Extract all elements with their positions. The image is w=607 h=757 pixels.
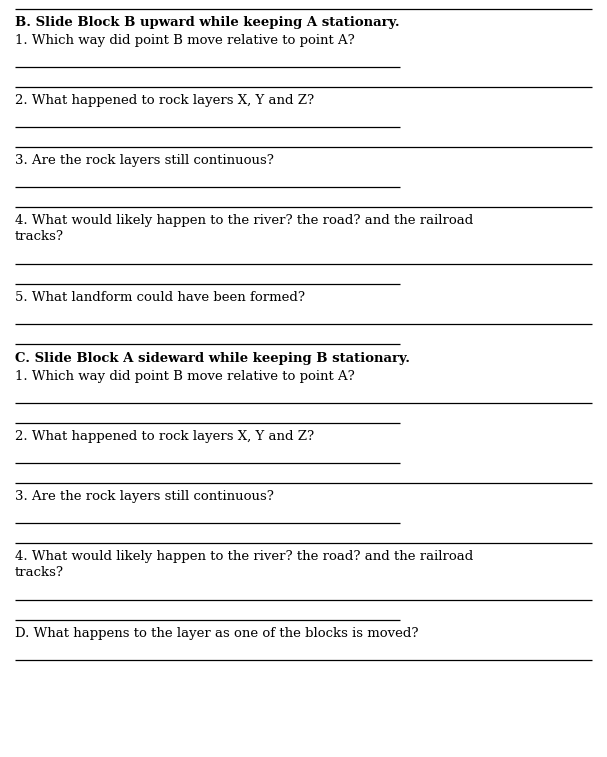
Text: tracks?: tracks? xyxy=(15,230,64,243)
Text: 2. What happened to rock layers X, Y and Z?: 2. What happened to rock layers X, Y and… xyxy=(15,430,314,443)
Text: 3. Are the rock layers still continuous?: 3. Are the rock layers still continuous? xyxy=(15,490,274,503)
Text: 5. What landform could have been formed?: 5. What landform could have been formed? xyxy=(15,291,305,304)
Text: 1. Which way did point B move relative to point A?: 1. Which way did point B move relative t… xyxy=(15,34,354,47)
Text: 3. Are the rock layers still continuous?: 3. Are the rock layers still continuous? xyxy=(15,154,274,167)
Text: 4. What would likely happen to the river? the road? and the railroad: 4. What would likely happen to the river… xyxy=(15,214,473,227)
Text: B. Slide Block B upward while keeping A stationary.: B. Slide Block B upward while keeping A … xyxy=(15,16,399,29)
Text: 4. What would likely happen to the river? the road? and the railroad: 4. What would likely happen to the river… xyxy=(15,550,473,563)
Text: D. What happens to the layer as one of the blocks is moved?: D. What happens to the layer as one of t… xyxy=(15,627,418,640)
Text: C. Slide Block A sideward while keeping B stationary.: C. Slide Block A sideward while keeping … xyxy=(15,352,410,365)
Text: tracks?: tracks? xyxy=(15,566,64,579)
Text: 2. What happened to rock layers X, Y and Z?: 2. What happened to rock layers X, Y and… xyxy=(15,94,314,107)
Text: 1. Which way did point B move relative to point A?: 1. Which way did point B move relative t… xyxy=(15,370,354,383)
